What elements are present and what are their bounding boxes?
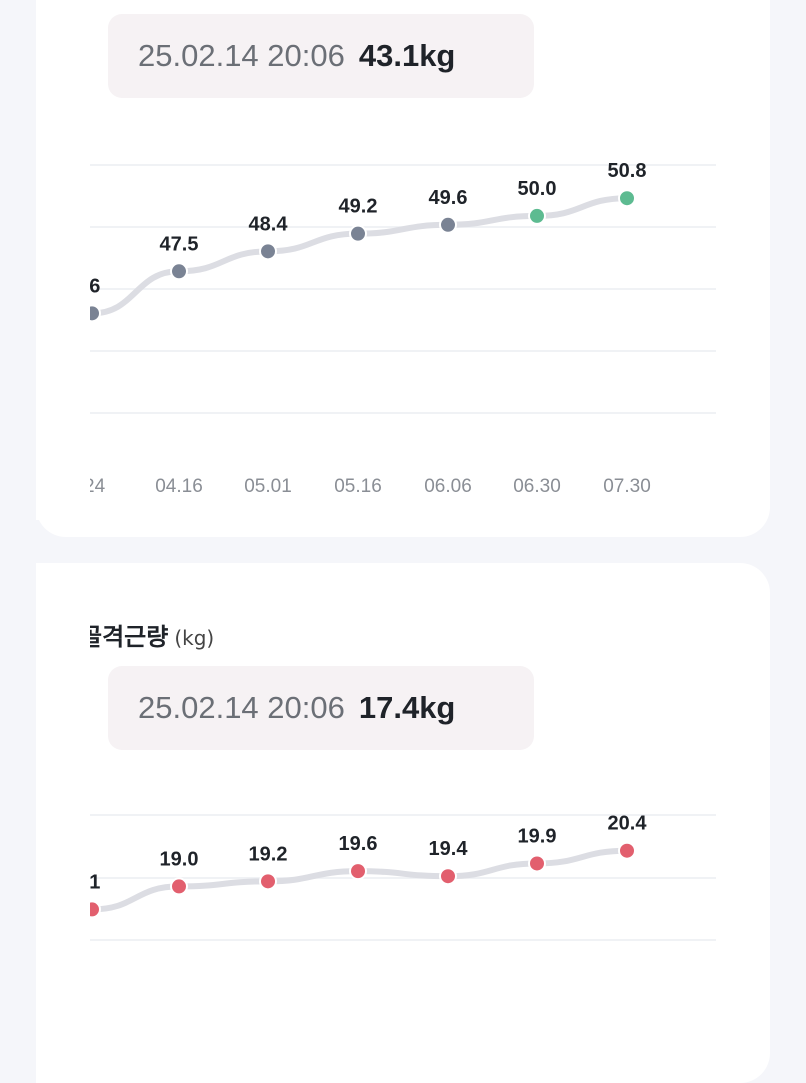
tooltip-time: 25.02.14 20:06 bbox=[138, 690, 345, 725]
muscle-tooltip: 25.02.14 20:06 17.4kg bbox=[108, 666, 534, 750]
data-label: 19.4 bbox=[429, 838, 469, 860]
data-point bbox=[618, 841, 636, 860]
data-label: 19.9 bbox=[518, 825, 557, 847]
weight-tooltip: 25.02.14 20:06 43.1kg bbox=[108, 14, 534, 98]
data-label: 19.6 bbox=[339, 833, 378, 855]
data-label: 47.5 bbox=[160, 233, 199, 255]
data-point bbox=[618, 189, 636, 208]
data-label: 48.4 bbox=[249, 213, 289, 235]
data-point bbox=[259, 872, 277, 891]
x-tick-label: 07.30 bbox=[603, 476, 651, 497]
data-label: 20.4 bbox=[608, 813, 648, 835]
data-label: 49.2 bbox=[339, 196, 378, 218]
muscle-chart-card: 골격근량 (kg) 25.02.14 20:06 17.4kg .1 19.0 19.… bbox=[36, 563, 770, 1083]
data-point bbox=[259, 242, 277, 261]
x-tick-label: 04.16 bbox=[155, 476, 203, 497]
left-clip bbox=[36, 0, 90, 520]
x-tick-label: 06.06 bbox=[424, 476, 472, 497]
x-tick-label: 06.30 bbox=[513, 476, 561, 497]
card-title-text: 골격근량 bbox=[80, 623, 169, 651]
data-label: 50.8 bbox=[608, 160, 647, 182]
card-title: 골격근량 (kg) bbox=[80, 617, 214, 652]
x-tick-label: 05.01 bbox=[244, 476, 292, 497]
data-point bbox=[349, 224, 367, 243]
data-point bbox=[528, 854, 546, 873]
tooltip-time: 25.02.14 20:06 bbox=[138, 38, 345, 73]
x-tick-label: 05.16 bbox=[334, 476, 382, 497]
weight-chart-card: 25.02.14 20:06 43.1kg .6 47.5 48.4 49.2 49.6… bbox=[36, 0, 770, 537]
weight-line-chart[interactable]: .647.548.449.2 49.6 50.050.8.24 04.16 05.01 0… bbox=[36, 0, 770, 537]
muscle-line-chart[interactable]: .119.0 19.2 19.6 19.419.920.4 bbox=[36, 563, 770, 1083]
card-title-unit: (kg) bbox=[174, 626, 215, 650]
tooltip-value: 43.1kg bbox=[358, 38, 456, 73]
data-point bbox=[528, 206, 546, 225]
data-label: 50.0 bbox=[518, 178, 557, 200]
data-point bbox=[439, 867, 457, 886]
left-clip bbox=[36, 563, 90, 1083]
data-label: 19.2 bbox=[249, 843, 288, 865]
data-point bbox=[170, 262, 188, 281]
data-point bbox=[349, 862, 367, 881]
data-point bbox=[170, 877, 188, 896]
data-label: 19.0 bbox=[160, 848, 199, 870]
data-point bbox=[439, 215, 457, 234]
tooltip-value: 17.4kg bbox=[358, 690, 456, 725]
data-label: 49.6 bbox=[429, 187, 468, 209]
